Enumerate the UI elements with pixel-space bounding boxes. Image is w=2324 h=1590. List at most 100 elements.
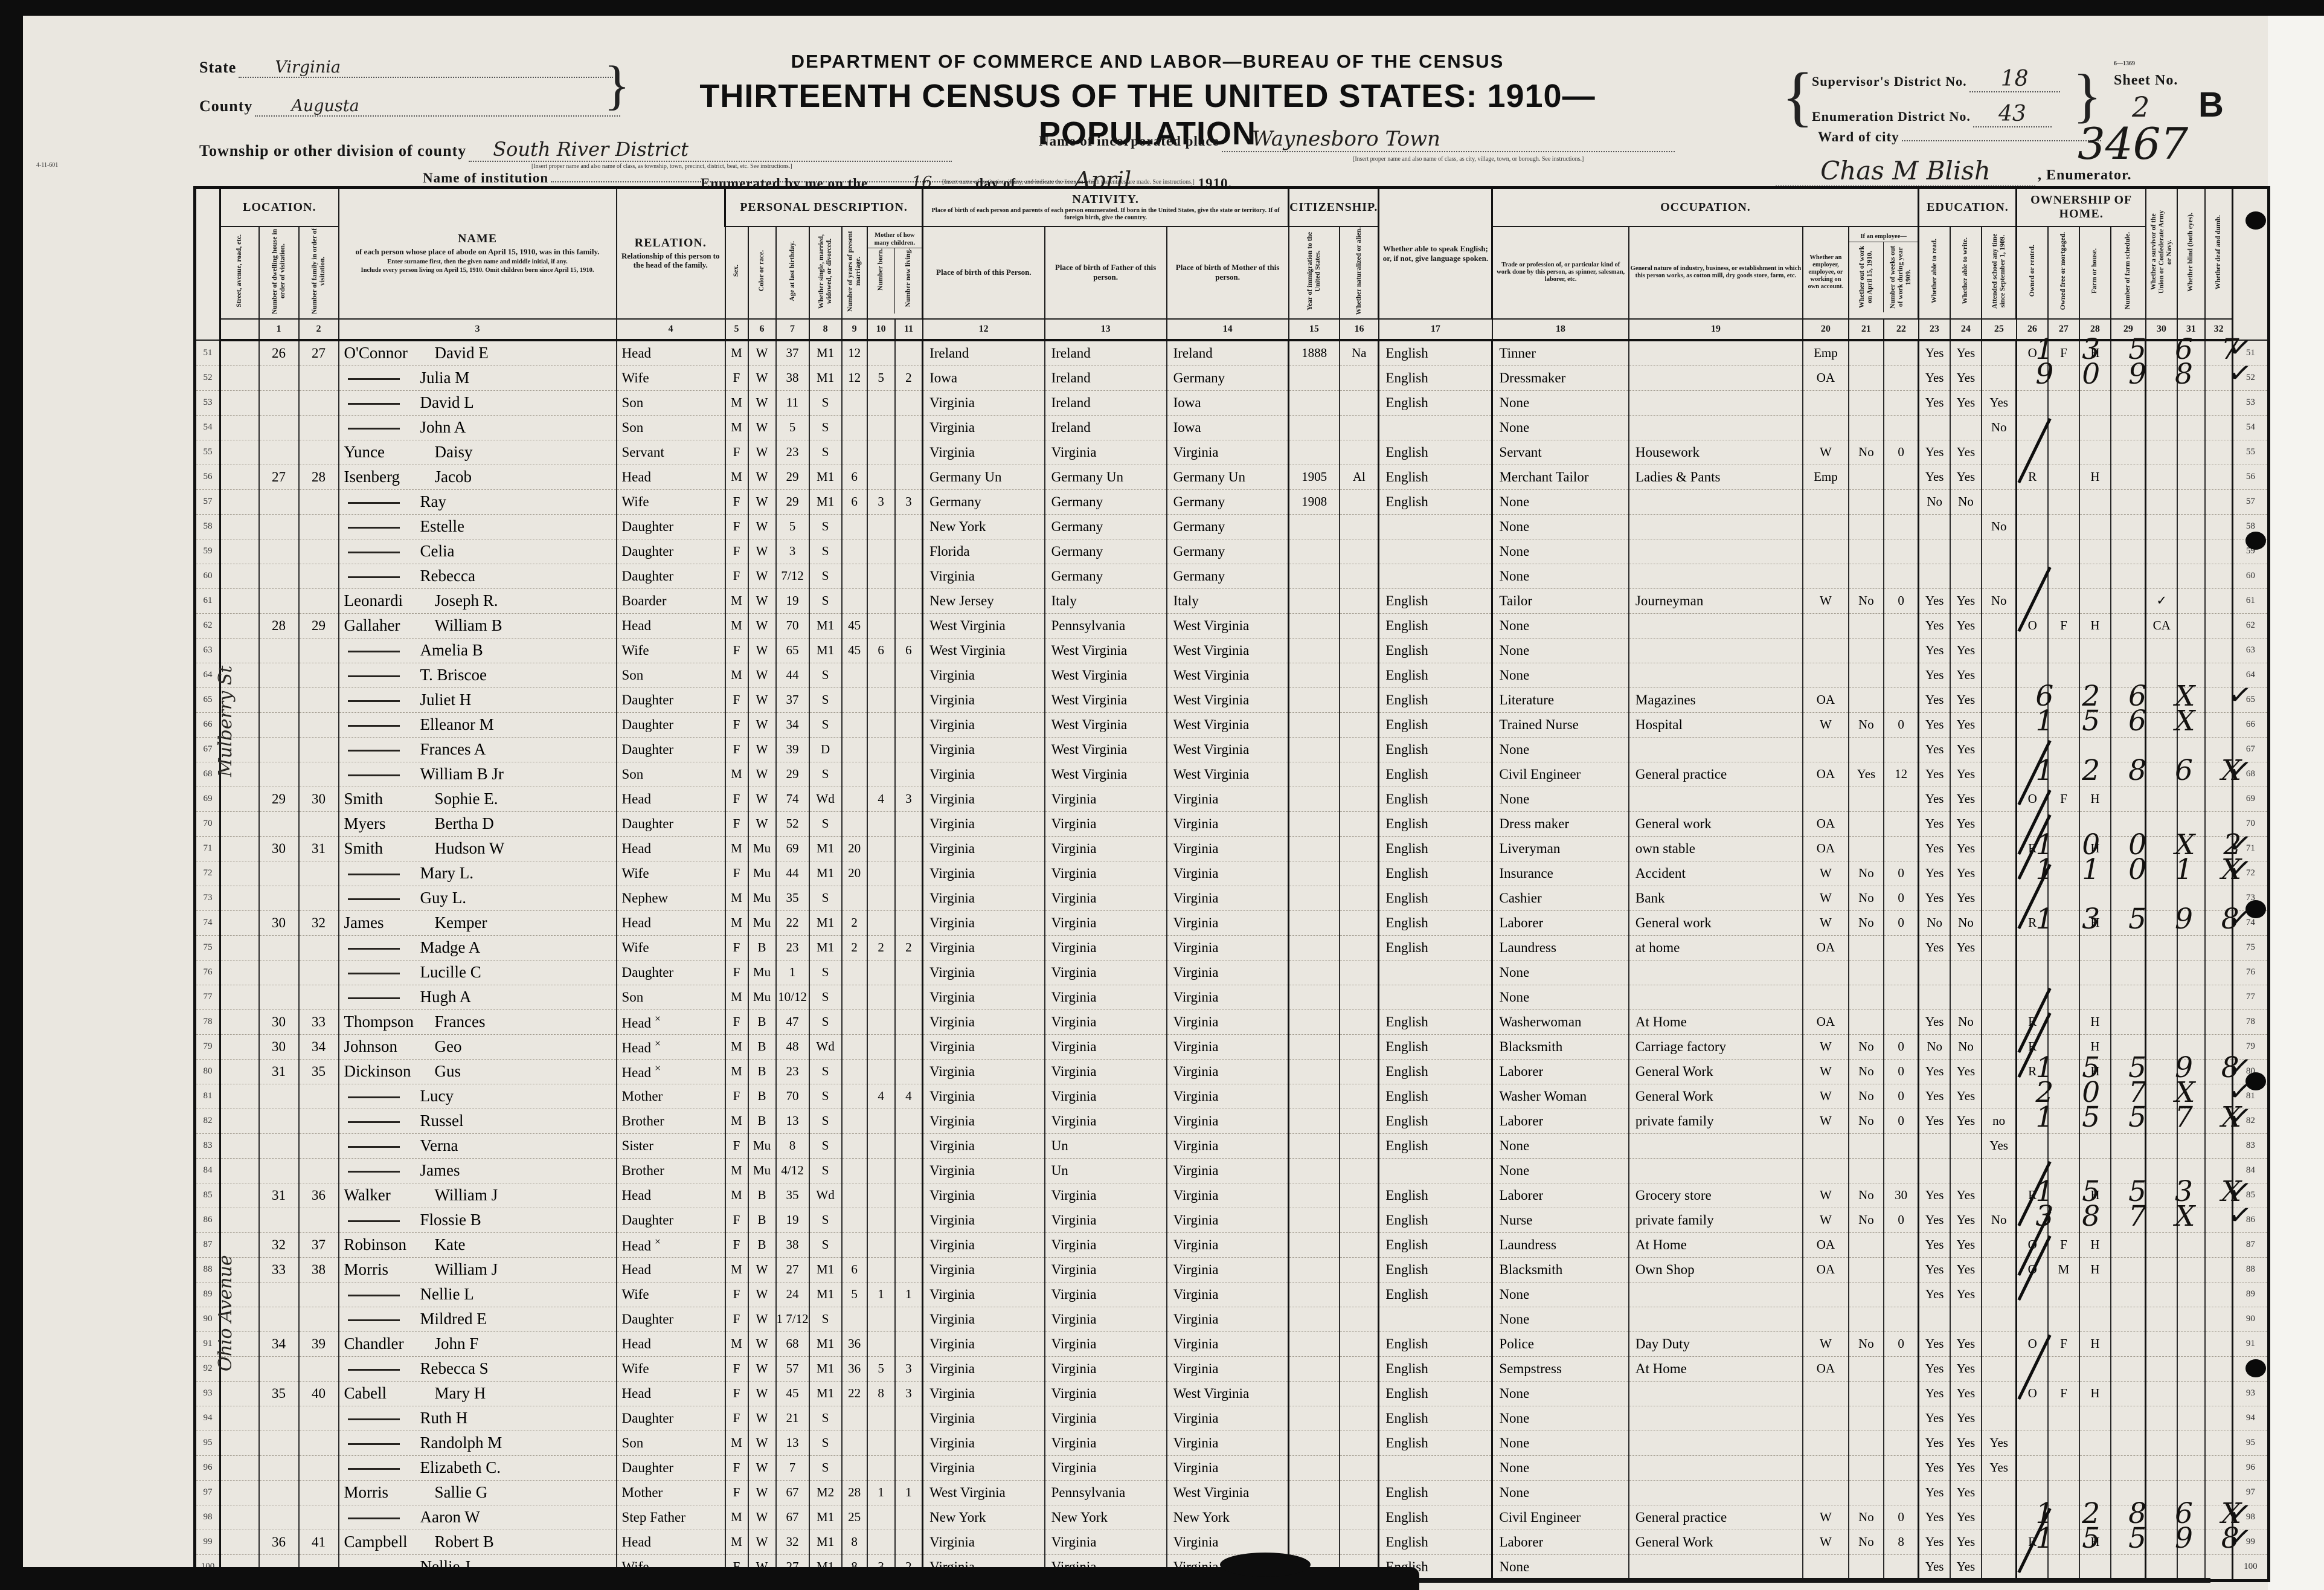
row-number-left: 98 bbox=[194, 1505, 221, 1530]
cell-age: 47 bbox=[775, 1009, 810, 1035]
cell-marital: M1 bbox=[808, 613, 843, 639]
cell-relation: Son bbox=[615, 663, 726, 688]
cell-naturalized bbox=[1339, 1257, 1379, 1283]
cell-street bbox=[219, 390, 260, 416]
column-number: 21 bbox=[1847, 318, 1884, 341]
cell-trade: Tinner bbox=[1491, 340, 1629, 366]
cell-children-living bbox=[894, 811, 923, 837]
cell-age: 48 bbox=[775, 1034, 810, 1060]
cell-weeks-out bbox=[1883, 1307, 1919, 1332]
cell-deaf bbox=[2204, 960, 2233, 985]
cell-employer bbox=[1802, 663, 1849, 688]
cell-street bbox=[219, 1208, 260, 1233]
cell-weeks-out: 0 bbox=[1883, 1331, 1919, 1357]
cell-birthplace: Virginia bbox=[922, 1158, 1045, 1183]
cell-english: English bbox=[1378, 1109, 1493, 1134]
cell-farm-schedule bbox=[2110, 1133, 2146, 1159]
cell-sex: F bbox=[724, 861, 749, 886]
cell-write: Yes bbox=[1949, 1406, 1982, 1431]
column-owned-rented-header: Owned or rented. bbox=[2015, 225, 2049, 320]
cell-veteran bbox=[2145, 514, 2178, 539]
cell-blind bbox=[2176, 687, 2206, 713]
cell-owned-rented: R bbox=[2015, 465, 2049, 490]
cell-school bbox=[1980, 1331, 2017, 1357]
cell-industry: at home bbox=[1628, 935, 1803, 961]
cell-immigration bbox=[1288, 564, 1341, 589]
cell-color: W bbox=[747, 737, 777, 762]
cell-sex: F bbox=[724, 1232, 749, 1258]
cell-years-married bbox=[841, 1455, 868, 1481]
cell-veteran bbox=[2145, 1257, 2178, 1283]
cell-out-of-work: No bbox=[1847, 1034, 1884, 1060]
cell-deaf bbox=[2204, 638, 2233, 663]
cell-marital: S bbox=[808, 811, 843, 837]
cell-father-birthplace: Virginia bbox=[1044, 1530, 1167, 1555]
cell-weeks-out bbox=[1883, 1232, 1919, 1258]
cell-naturalized bbox=[1339, 1331, 1379, 1357]
cell-father-birthplace: Ireland bbox=[1044, 415, 1167, 440]
row-number-right: ✓ 51 bbox=[2227, 330, 2269, 366]
cell-school bbox=[1980, 1480, 2017, 1505]
cell-english: English bbox=[1378, 1505, 1493, 1530]
cell-immigration bbox=[1288, 687, 1341, 713]
cell-color: W bbox=[747, 687, 777, 713]
cell-blind bbox=[2176, 1455, 2206, 1481]
cell-read: Yes bbox=[1918, 935, 1951, 961]
cell-trade: Liveryman bbox=[1491, 836, 1629, 861]
cell-read bbox=[1918, 985, 1951, 1010]
cell-deaf bbox=[2204, 1232, 2233, 1258]
cell-children-born: 1 bbox=[866, 1480, 896, 1505]
cell-father-birthplace: Ireland bbox=[1044, 390, 1167, 416]
table-row: 91 34 39 Chandler John F Head M W 68 M1 36 Virginia… bbox=[194, 1331, 2269, 1357]
cell-free-mortgaged: M bbox=[2047, 1257, 2080, 1283]
cell-farm-house bbox=[2078, 588, 2111, 614]
cell-color: W bbox=[747, 1530, 777, 1555]
cell-immigration bbox=[1288, 1480, 1341, 1505]
cell-industry: General work bbox=[1628, 811, 1803, 837]
cell-sex: M bbox=[724, 1530, 749, 1555]
table-row: 62 28 29 Gallaher William B Head M W 70 M1 45 West … bbox=[194, 613, 2269, 639]
cell-marital: Wd bbox=[808, 1034, 843, 1060]
cell-naturalized bbox=[1339, 440, 1379, 465]
cell-age: 29 bbox=[775, 762, 810, 787]
cell-years-married bbox=[841, 1158, 868, 1183]
cell-children-living bbox=[894, 1208, 923, 1233]
cell-write: Yes bbox=[1949, 737, 1982, 762]
cell-sex: M bbox=[724, 762, 749, 787]
cell-blind bbox=[2176, 1257, 2206, 1283]
cell-years-married bbox=[841, 1109, 868, 1134]
cell-age: 52 bbox=[775, 811, 810, 837]
cell-family bbox=[298, 861, 339, 886]
cell-english: English bbox=[1378, 1331, 1493, 1357]
cell-dwelling: 30 bbox=[258, 836, 300, 861]
row-number-left: 76 bbox=[194, 960, 221, 985]
cell-industry bbox=[1628, 1406, 1803, 1431]
cell-trade: None bbox=[1491, 1431, 1629, 1456]
cell-farm-schedule bbox=[2110, 1208, 2146, 1233]
cell-blind bbox=[2176, 787, 2206, 812]
cell-school bbox=[1980, 440, 2017, 465]
cell-mother-birthplace: Virginia bbox=[1166, 1356, 1289, 1382]
cell-naturalized bbox=[1339, 613, 1379, 639]
column-out-of-work-header: Whether out of work on April 15, 1910. bbox=[1858, 246, 1874, 309]
cell-sex: M bbox=[724, 1183, 749, 1208]
row-number-right: ✓ 86 bbox=[2227, 1198, 2269, 1233]
cell-school bbox=[1980, 489, 2017, 515]
cell-farm-house: H bbox=[2078, 910, 2111, 936]
cell-trade: Dressmaker bbox=[1491, 365, 1629, 391]
cell-sex: F bbox=[724, 1480, 749, 1505]
table-row: 86 Flossie B Daughter F B 19 S Virginia Virginia… bbox=[194, 1198, 2269, 1233]
cell-dwelling: 28 bbox=[258, 613, 300, 639]
cell-street bbox=[219, 440, 260, 465]
cell-owned-rented bbox=[2015, 539, 2049, 564]
cell-dwelling bbox=[258, 1431, 300, 1456]
cell-out-of-work bbox=[1847, 1009, 1884, 1035]
cell-mother-birthplace: Virginia bbox=[1166, 861, 1289, 886]
cell-english: English bbox=[1378, 836, 1493, 861]
cell-farm-schedule bbox=[2110, 638, 2146, 663]
row-number-left: 77 bbox=[194, 985, 221, 1010]
county-label: County bbox=[199, 97, 253, 115]
cell-father-birthplace: Virginia bbox=[1044, 1431, 1167, 1456]
place-line: Name of incorporated place Waynesboro To… bbox=[1039, 127, 1675, 152]
cell-blind bbox=[2176, 935, 2206, 961]
